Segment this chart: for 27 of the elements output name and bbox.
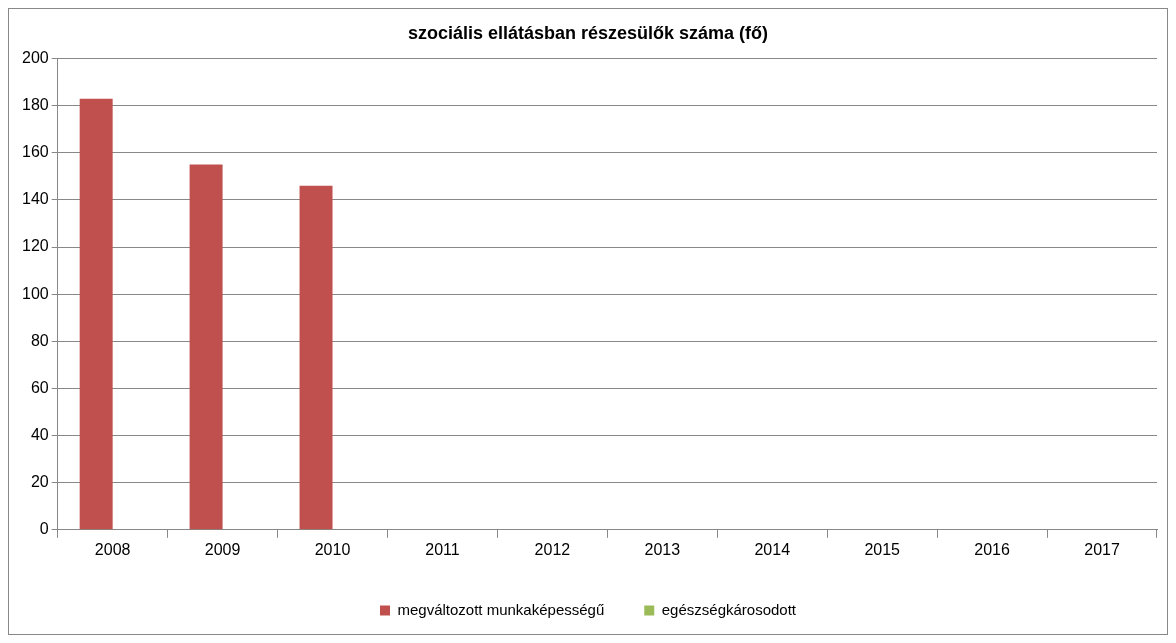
x-tick-label: 2014	[754, 540, 791, 558]
y-tick-label: 160	[21, 143, 49, 161]
x-tick-label: 2013	[644, 540, 681, 558]
legend-label: egészségkárosodott	[661, 600, 797, 618]
x-tick-label: 2011	[425, 540, 460, 558]
x-tick-label: 2016	[974, 540, 1010, 558]
bar	[189, 164, 223, 530]
y-tick-label: 40	[30, 425, 49, 443]
y-tick-label: 0	[39, 520, 49, 538]
chart-title: szociális ellátásban részesülők száma (fő)	[407, 22, 769, 43]
y-tick-label: 120	[21, 237, 49, 255]
y-tick-label: 100	[21, 284, 49, 302]
y-tick-label: 200	[21, 49, 49, 67]
bar	[299, 185, 333, 530]
x-tick-label: 2012	[534, 540, 571, 558]
y-tick-label: 140	[21, 190, 49, 208]
x-tick-label: 2017	[1084, 540, 1120, 558]
x-tick-label: 2010	[314, 540, 351, 558]
y-tick-label: 180	[21, 96, 49, 114]
y-tick-label: 60	[30, 378, 49, 396]
legend-label: megváltozott munkaképességű	[397, 600, 605, 618]
y-tick-label: 20	[30, 473, 49, 491]
bar	[79, 98, 113, 530]
x-tick-label: 2009	[204, 540, 241, 558]
y-tick-label: 80	[30, 331, 49, 349]
x-tick-label: 2015	[864, 540, 901, 558]
x-tick-label: 2008	[94, 540, 131, 558]
